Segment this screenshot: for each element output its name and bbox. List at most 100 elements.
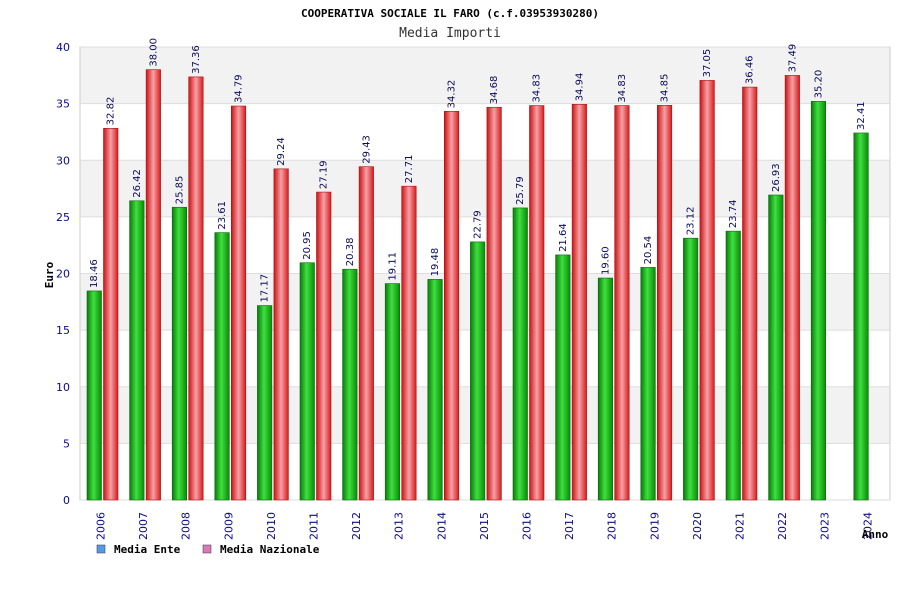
bar (486, 106, 502, 501)
x-tick-label: 2014 (435, 512, 448, 540)
data-label: 34.85 (660, 74, 671, 103)
x-tick-label: 2012 (350, 512, 363, 540)
data-label: 20.95 (302, 231, 313, 260)
bars (86, 69, 869, 501)
data-label: 20.38 (345, 238, 356, 267)
data-label: 37.49 (787, 44, 798, 73)
chart-title: COOPERATIVA SOCIALE IL FARO (c.f.0395393… (301, 7, 599, 20)
bar (768, 194, 784, 501)
data-label: 26.42 (132, 169, 143, 198)
data-label: 32.41 (856, 101, 867, 130)
bar (342, 268, 358, 501)
x-tick-label: 2008 (180, 512, 193, 540)
bar (443, 111, 460, 501)
x-tick-label: 2021 (734, 512, 747, 540)
x-tick-label: 2007 (137, 512, 150, 540)
bar (640, 267, 656, 501)
bar (656, 105, 673, 501)
value-labels: 18.46 32.82 26.42 38.00 25.85 37.36 23.61 34.79… (89, 38, 867, 303)
x-tick-label: 2023 (819, 512, 832, 540)
data-label: 23.12 (686, 207, 697, 236)
bar (299, 262, 315, 501)
data-label: 37.05 (702, 49, 713, 78)
x-tick-label: 2022 (776, 512, 789, 540)
data-label: 27.19 (319, 160, 330, 189)
bar (555, 254, 571, 501)
x-tick-label: 2009 (222, 512, 235, 540)
data-label: 35.20 (813, 70, 824, 99)
data-label: 27.71 (404, 155, 415, 184)
x-tick-label: 2010 (265, 512, 278, 540)
data-label: 22.79 (473, 210, 484, 239)
bar (273, 168, 289, 501)
data-label: 19.48 (430, 248, 441, 277)
bar (384, 283, 401, 501)
x-axis-ticks: 2006 2007 2008 2009 2010 2011 2012 2013 2014 2015… (95, 512, 875, 540)
data-label: 32.82 (106, 97, 117, 126)
data-label: 29.24 (276, 137, 287, 166)
legend: Media Ente Media Nazionale (96, 543, 320, 556)
data-label: 34.94 (574, 73, 585, 102)
data-label: 26.93 (771, 163, 782, 192)
data-label: 34.68 (489, 76, 500, 105)
y-tick-label: 5 (63, 437, 70, 450)
data-label: 19.60 (600, 246, 611, 275)
data-label: 25.85 (174, 176, 185, 205)
bar (129, 200, 145, 501)
data-label: 34.83 (532, 74, 543, 103)
data-label: 20.54 (643, 236, 654, 265)
bar (401, 185, 417, 501)
bar (214, 232, 230, 501)
x-tick-label: 2017 (563, 512, 576, 540)
bar (103, 128, 119, 501)
bar (231, 105, 247, 501)
bar (145, 69, 161, 501)
legend-swatch-media-ente (96, 544, 106, 554)
bar (86, 290, 102, 501)
data-label: 37.36 (191, 45, 202, 74)
x-tick-label: 2011 (308, 512, 321, 540)
bar (358, 166, 374, 501)
x-axis-label: Anno (862, 528, 889, 541)
y-tick-label: 25 (56, 211, 70, 224)
bar (725, 230, 741, 501)
y-tick-label: 0 (63, 494, 70, 507)
y-axis-label: Euro (43, 261, 56, 288)
data-label: 18.46 (89, 259, 100, 288)
bar (597, 277, 614, 501)
y-tick-label: 10 (56, 381, 70, 394)
data-label: 34.32 (447, 80, 458, 109)
bar (571, 104, 587, 501)
bar (784, 75, 800, 501)
data-label: 38.00 (148, 38, 159, 67)
y-tick-label: 35 (56, 98, 70, 111)
legend-swatch-media-nazionale (202, 544, 212, 554)
x-tick-label: 2018 (606, 512, 619, 540)
chart-subtitle: Media Importi (399, 26, 501, 41)
bar (171, 206, 187, 501)
data-label: 23.74 (728, 200, 739, 229)
bar (853, 132, 869, 501)
bar (316, 191, 332, 501)
x-tick-label: 2006 (95, 512, 108, 540)
legend-label-media-nazionale: Media Nazionale (220, 543, 320, 556)
bar (470, 241, 486, 501)
y-tick-label: 30 (56, 154, 70, 167)
x-tick-label: 2015 (478, 512, 491, 540)
x-tick-label: 2024 (861, 512, 874, 540)
data-label: 19.11 (387, 252, 398, 281)
y-tick-label: 15 (56, 324, 70, 337)
x-tick-label: 2019 (648, 512, 661, 540)
bar (683, 237, 699, 501)
data-label: 36.46 (745, 55, 756, 84)
bar (742, 86, 758, 501)
x-tick-label: 2016 (521, 512, 534, 540)
bar (427, 279, 443, 501)
data-label: 23.61 (217, 201, 228, 230)
data-label: 34.79 (234, 74, 245, 103)
legend-label-media-ente: Media Ente (114, 543, 181, 556)
bar (614, 105, 630, 501)
y-tick-label: 40 (56, 41, 70, 54)
data-label: 29.43 (361, 135, 372, 164)
